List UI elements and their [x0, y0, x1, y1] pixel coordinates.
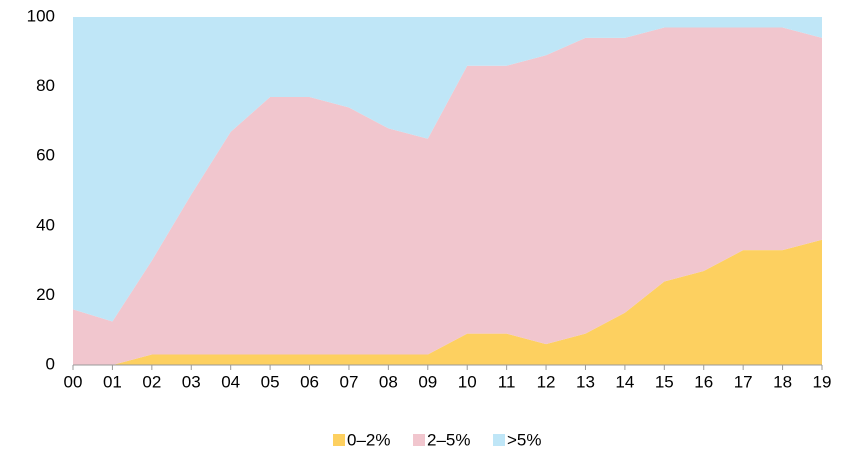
legend-swatch	[493, 434, 505, 446]
x-tick-label: 02	[142, 372, 161, 391]
y-tick-label: 0	[46, 354, 55, 373]
x-tick-label: 16	[694, 372, 713, 391]
x-tick-label: 19	[813, 372, 832, 391]
x-tick-label: 05	[261, 372, 280, 391]
x-tick-label: 00	[64, 372, 83, 391]
area	[73, 17, 822, 322]
x-tick-label: 01	[103, 372, 122, 391]
x-tick-label: 03	[182, 372, 201, 391]
y-tick-label: 80	[36, 76, 55, 95]
legend-label: 2–5%	[427, 430, 470, 449]
legend-swatch	[413, 434, 425, 446]
x-tick-label: 04	[221, 372, 240, 391]
y-tick-label: 20	[36, 285, 55, 304]
legend-swatch	[333, 434, 345, 446]
legend-label: 0–2%	[347, 430, 390, 449]
x-tick-label: 08	[379, 372, 398, 391]
x-tick-label: 15	[655, 372, 674, 391]
x-tick-label: 07	[339, 372, 358, 391]
x-tick-label: 10	[458, 372, 477, 391]
x-tick-label: 06	[300, 372, 319, 391]
x-tick-label: 12	[537, 372, 556, 391]
area	[73, 27, 822, 365]
legend-label: >5%	[507, 430, 542, 449]
y-tick-label: 60	[36, 146, 55, 165]
area	[73, 239, 822, 365]
x-tick-label: 11	[498, 372, 516, 391]
y-tick-label: 40	[36, 215, 55, 234]
x-tick-label: 18	[773, 372, 792, 391]
x-tick-label: 14	[615, 372, 634, 391]
x-tick-label: 17	[734, 372, 753, 391]
x-tick-label: 13	[576, 372, 595, 391]
x-tick-label: 09	[418, 372, 437, 391]
y-tick-label: 100	[27, 6, 55, 25]
